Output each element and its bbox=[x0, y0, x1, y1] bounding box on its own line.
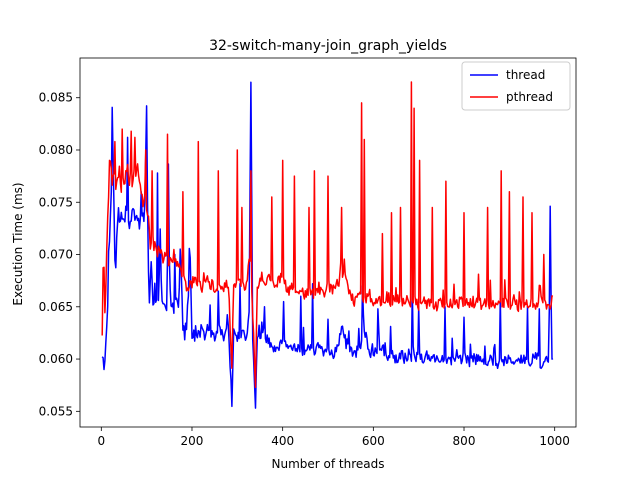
y-tick-label: 0.085 bbox=[39, 91, 73, 105]
chart-title: 32-switch-many-join_graph_yields bbox=[209, 38, 447, 54]
y-axis: 0.055 0.060 0.065 0.070 0.075 0.080 0.085 bbox=[39, 91, 80, 418]
y-tick-label: 0.060 bbox=[39, 352, 73, 366]
x-tick-label: 200 bbox=[181, 434, 204, 448]
plot-area bbox=[79, 57, 577, 428]
x-tick-label: 0 bbox=[97, 434, 105, 448]
legend: thread pthread bbox=[461, 61, 571, 111]
axes-frame bbox=[79, 57, 577, 428]
x-tick-label: 400 bbox=[271, 434, 294, 448]
series-line-pthread bbox=[101, 81, 554, 389]
legend-box bbox=[461, 61, 571, 111]
y-axis-label: Execution Time (ms) bbox=[11, 182, 25, 305]
legend-label-pthread: pthread bbox=[506, 90, 553, 104]
x-tick-label: 600 bbox=[362, 434, 385, 448]
y-tick-label: 0.070 bbox=[39, 248, 73, 262]
x-axis-label: Number of threads bbox=[272, 457, 385, 471]
y-tick-label: 0.075 bbox=[39, 195, 73, 209]
x-axis: 0 200 400 600 800 1000 bbox=[97, 427, 570, 448]
series-line-thread bbox=[101, 81, 554, 409]
x-tick-label: 1000 bbox=[539, 434, 570, 448]
y-tick-label: 0.080 bbox=[39, 143, 73, 157]
y-tick-label: 0.055 bbox=[39, 404, 73, 418]
y-tick-label: 0.065 bbox=[39, 300, 73, 314]
x-tick-label: 800 bbox=[453, 434, 476, 448]
legend-label-thread: thread bbox=[506, 68, 545, 82]
